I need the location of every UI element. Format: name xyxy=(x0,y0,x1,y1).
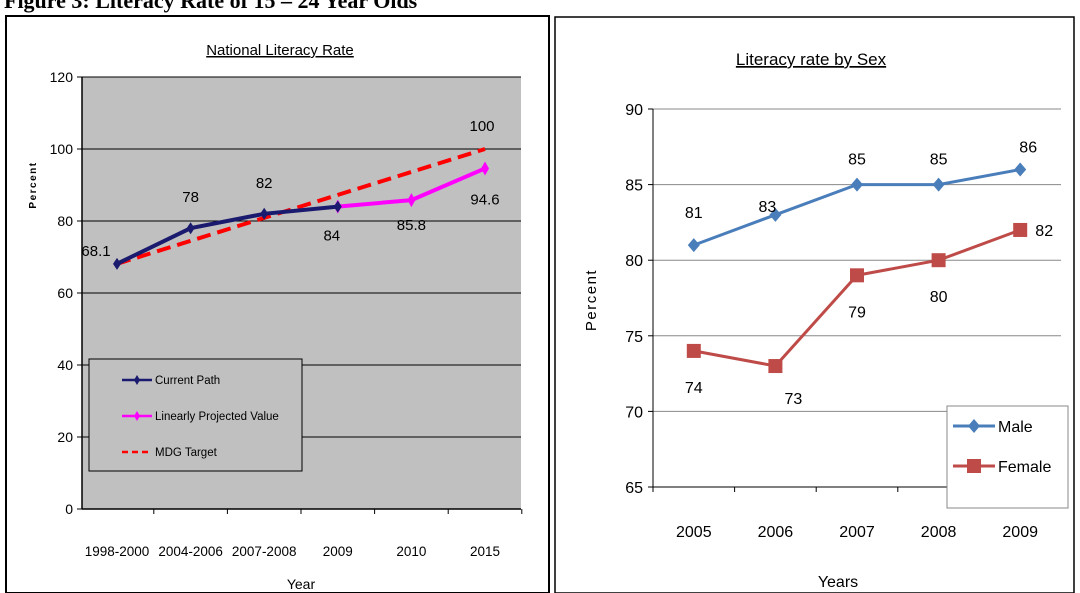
data-point-marker xyxy=(931,253,946,268)
sex-y-tick-labels: 65 70 75 80 85 90 xyxy=(625,102,643,497)
data-point-marker xyxy=(687,238,700,253)
y-tick-label: 90 xyxy=(625,102,643,119)
x-tick-label: 2009 xyxy=(323,544,353,559)
y-tick-label: 20 xyxy=(57,429,73,445)
figure-title: Figure 3: Literacy Rate of 15 – 24 Year … xyxy=(4,0,418,13)
sex-legend: Male Female xyxy=(946,405,1069,509)
data-label: 100 xyxy=(469,118,494,135)
data-label: 85 xyxy=(930,152,948,169)
national-x-axis-label: Year xyxy=(287,576,316,592)
data-point-marker xyxy=(1014,162,1027,177)
x-tick-label: 2007 xyxy=(839,524,875,541)
legend-marker xyxy=(134,375,140,385)
x-tick-label: 2007-2008 xyxy=(232,544,297,559)
legend-marker xyxy=(967,459,981,473)
sex-y-axis-label: Percent xyxy=(583,269,600,331)
sex-x-axis-label: Years xyxy=(818,574,858,591)
data-point-marker xyxy=(851,177,863,192)
legend-label: Current Path xyxy=(155,375,220,387)
y-tick-label: 65 xyxy=(625,480,643,497)
data-label: 81 xyxy=(685,205,703,222)
legend-box xyxy=(946,405,1069,509)
x-tick-label: 2008 xyxy=(921,524,957,541)
data-label: 74 xyxy=(685,380,703,397)
data-label: 80 xyxy=(930,289,948,306)
national-y-tick-labels: 0 20 40 60 80 100 120 xyxy=(50,69,74,517)
x-tick-label: 2010 xyxy=(396,544,426,559)
series-line-current-path xyxy=(116,204,338,266)
data-point-marker xyxy=(186,222,195,235)
x-tick-label: 1998-2000 xyxy=(85,544,150,559)
data-label: 78 xyxy=(182,189,199,206)
legend-label: Male xyxy=(998,419,1033,436)
y-tick-label: 40 xyxy=(57,357,73,373)
y-tick-label: 80 xyxy=(625,253,643,270)
legend-label: Female xyxy=(998,459,1051,476)
national-literacy-chart: 0 20 40 60 80 100 120 1998-2000 2004-2006 2007-2… xyxy=(28,42,523,592)
y-tick-label: 60 xyxy=(57,285,73,301)
data-point-marker xyxy=(481,161,489,176)
data-label: 94.6 xyxy=(470,191,499,208)
data-point-marker xyxy=(260,207,269,220)
data-label: 84 xyxy=(323,228,340,245)
national-data-labels: 68.1 78 82 84 85.8 94.6 100 xyxy=(81,118,499,260)
legend-marker xyxy=(968,419,980,433)
y-tick-label: 75 xyxy=(625,329,643,346)
national-x-tick-labels: 1998-2000 2004-2006 2007-2008 2009 2010 2015 xyxy=(85,509,523,559)
sex-chart-title: Literacy rate by Sex xyxy=(736,50,887,69)
data-point-marker xyxy=(768,359,783,374)
data-label: 82 xyxy=(256,175,273,192)
y-tick-label: 100 xyxy=(50,141,74,157)
data-point-marker xyxy=(407,193,416,208)
x-tick-label: 2009 xyxy=(1002,524,1038,541)
data-label: 85 xyxy=(848,152,866,169)
national-y-axis-label: Percent xyxy=(28,161,39,208)
data-point-marker xyxy=(113,257,121,270)
y-tick-label: 70 xyxy=(625,404,643,421)
national-legend: Current Path Linearly Projected Value MDG … xyxy=(88,358,303,472)
data-label: 86 xyxy=(1019,139,1037,156)
data-point-marker xyxy=(1013,222,1028,237)
sex-x-tick-labels: 2005 2006 2007 2008 2009 xyxy=(652,487,1062,541)
data-point-marker xyxy=(932,177,945,192)
national-chart-title: National Literacy Rate xyxy=(206,42,354,59)
y-tick-label: 85 xyxy=(625,178,643,195)
legend-label: MDG Target xyxy=(155,447,218,459)
data-label: 68.1 xyxy=(81,243,110,260)
data-label: 83 xyxy=(759,199,777,216)
y-tick-label: 0 xyxy=(65,501,73,517)
x-tick-label: 2004-2006 xyxy=(158,544,223,559)
y-tick-label: 80 xyxy=(57,213,73,229)
sex-data-labels: 81 83 85 85 86 74 73 79 80 82 xyxy=(685,139,1053,408)
data-point-marker xyxy=(333,200,342,213)
x-tick-label: 2015 xyxy=(470,544,500,559)
national-series-lines xyxy=(113,147,489,270)
data-point-marker xyxy=(769,207,782,222)
data-label: 85.8 xyxy=(397,217,426,234)
series-line-mdg-target xyxy=(116,147,486,266)
data-point-marker xyxy=(850,268,864,283)
data-label: 82 xyxy=(1035,223,1053,240)
data-label: 73 xyxy=(785,391,803,408)
literacy-by-sex-chart: 65 70 75 80 85 90 2005 2006 2007 2008 2009 81 83 85… xyxy=(583,50,1069,591)
data-point-marker xyxy=(686,343,701,358)
y-tick-label: 120 xyxy=(50,69,74,85)
sex-series-lines xyxy=(686,162,1028,374)
legend-marker xyxy=(134,411,140,421)
legend-label: Linearly Projected Value xyxy=(155,411,279,423)
data-label: 79 xyxy=(848,304,866,321)
x-tick-label: 2006 xyxy=(758,524,794,541)
x-tick-label: 2005 xyxy=(676,524,712,541)
